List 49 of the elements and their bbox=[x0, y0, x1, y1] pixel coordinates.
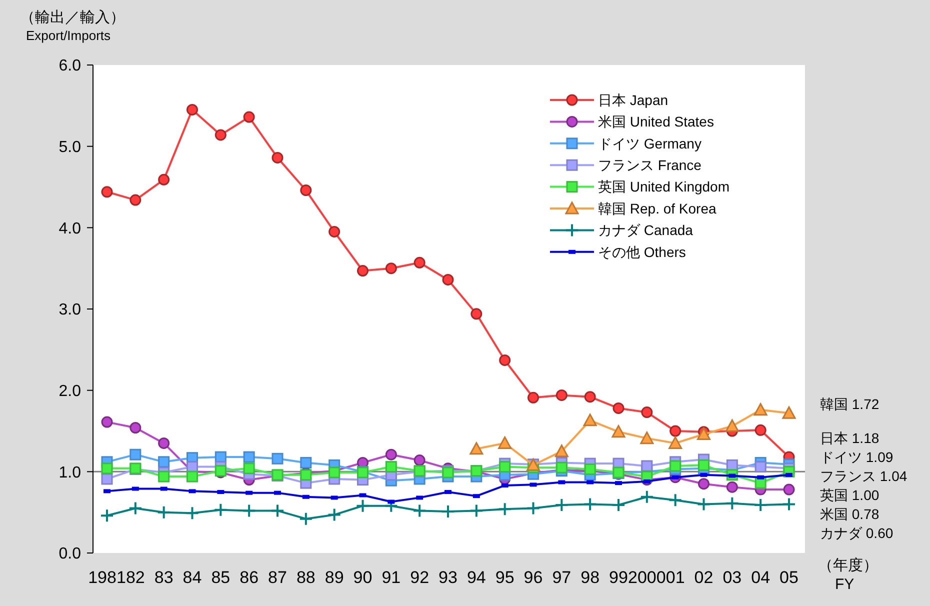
x-tick-label: 02 bbox=[694, 568, 714, 587]
x-tick-label: 92 bbox=[410, 568, 430, 587]
x-tick-label: 85 bbox=[211, 568, 230, 587]
legend-label: 米国 United States bbox=[598, 114, 714, 130]
x-tick-label: 83 bbox=[154, 568, 174, 587]
y-tick-label: 2.0 bbox=[58, 382, 82, 400]
text: カナダ 0.60 bbox=[820, 525, 894, 541]
legend-label: その他 Others bbox=[598, 244, 686, 260]
y-tick-label: 6.0 bbox=[58, 58, 82, 75]
text: ドイツ 1.09 bbox=[820, 449, 894, 465]
x-tick-label: 01 bbox=[666, 568, 685, 587]
legend-label: 韓国 Rep. of Korea bbox=[598, 200, 716, 216]
x-tick-label: 96 bbox=[524, 568, 543, 587]
x-tick-label: 93 bbox=[438, 568, 458, 587]
x-tick-label: 05 bbox=[780, 568, 798, 587]
x-tick-label: 04 bbox=[751, 568, 770, 587]
x-tick-label: 98 bbox=[580, 568, 600, 587]
legend-label: ドイツ Germany bbox=[598, 135, 702, 152]
y-tick-label: 0.0 bbox=[58, 546, 82, 563]
x-tick-label: 2000 bbox=[628, 568, 666, 587]
x-tick-label: 95 bbox=[495, 568, 514, 587]
x-tick-label: 89 bbox=[324, 568, 344, 587]
y-tick-label: 4.0 bbox=[58, 220, 82, 238]
x-tick-label: 1981 bbox=[88, 568, 126, 587]
text: 日本 1.18 bbox=[820, 430, 880, 446]
legend-label: 日本 Japan bbox=[598, 92, 668, 108]
x-tick-label: 86 bbox=[240, 568, 259, 587]
text: 韓国 1.72 bbox=[820, 396, 880, 412]
legend-label: カナダ Canada bbox=[598, 222, 694, 238]
x-tick-label: 99 bbox=[609, 568, 628, 587]
x-tick-label: 03 bbox=[722, 568, 742, 587]
x-tick-label: 94 bbox=[466, 568, 486, 587]
legend-label: フランス France bbox=[598, 157, 702, 173]
text: 米国 0.78 bbox=[820, 506, 880, 522]
x-tick-label: 90 bbox=[353, 568, 372, 587]
y-axis-title: （輸出／輸入） Export/Imports bbox=[20, 9, 125, 43]
text: フランス 1.04 bbox=[820, 468, 908, 484]
y-tick-label: 5.0 bbox=[58, 138, 82, 156]
legend-label: 英国 United Kingdom bbox=[598, 178, 730, 195]
x-tick-label: 91 bbox=[382, 568, 401, 587]
y-tick-label: 1.0 bbox=[58, 464, 82, 482]
text: 英国 1.00 bbox=[820, 487, 880, 503]
x-tick-label: 97 bbox=[552, 568, 572, 587]
y-tick-label: 3.0 bbox=[58, 302, 82, 319]
x-tick-label: 82 bbox=[126, 568, 145, 587]
x-axis-title: （年度） FY bbox=[818, 557, 878, 593]
x-tick-label: 84 bbox=[182, 568, 202, 587]
x-tick-label: 87 bbox=[268, 568, 287, 587]
x-tick-label: 88 bbox=[296, 568, 316, 587]
